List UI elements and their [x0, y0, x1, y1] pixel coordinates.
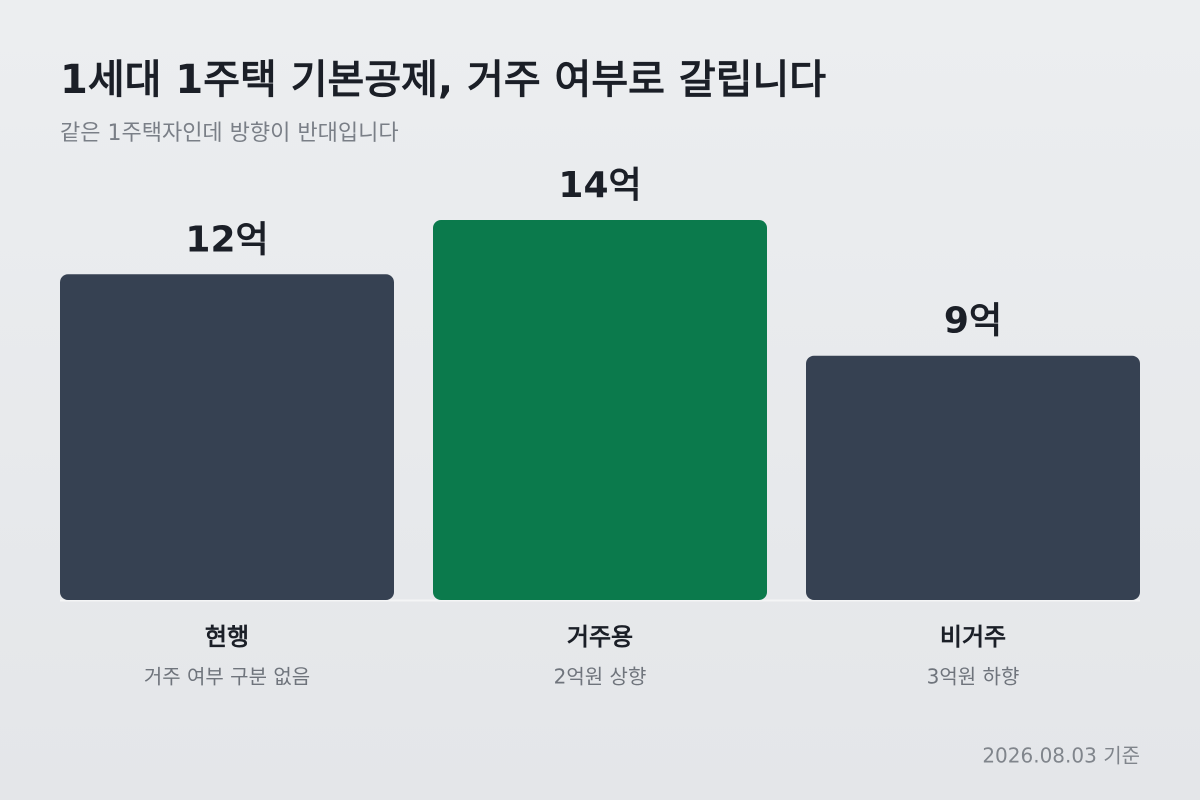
category-label: 비거주	[940, 623, 1006, 651]
value-label: 9억	[944, 301, 1002, 342]
category-note: 3억원 하향	[927, 665, 1020, 689]
bar	[806, 355, 1140, 600]
category-note: 거주 여부 구분 없음	[144, 665, 310, 689]
value-label: 14억	[558, 165, 641, 206]
category-label: 거주용	[567, 623, 633, 651]
category-label: 현행	[205, 623, 249, 651]
bar	[433, 220, 767, 600]
bar	[60, 274, 394, 600]
chart-title: 1세대 1주택 기본공제, 거주 여부로 갈립니다	[60, 57, 826, 103]
value-label: 12억	[185, 219, 268, 260]
chart-subtitle: 같은 1주택자인데 방향이 반대입니다	[60, 121, 399, 146]
category-note: 2억원 상향	[554, 665, 647, 689]
footnote: 2026.08.03 기준	[982, 744, 1140, 768]
